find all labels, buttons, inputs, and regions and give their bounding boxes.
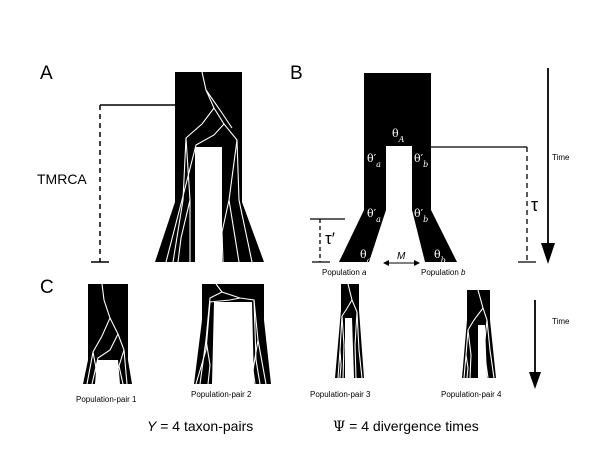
panel-b-label: B <box>290 63 303 84</box>
taxon-pairs-summary: Y = 4 taxon-pairs <box>147 418 253 434</box>
time-arrow-c-head <box>529 372 541 389</box>
theta-b-label: θb <box>434 248 446 265</box>
population-pair-4-tree <box>462 289 496 379</box>
migration-arrowhead-right <box>414 260 420 266</box>
divergence-times-summary: Ψ = 4 divergence times <box>333 418 479 435</box>
population-pair-2-tree <box>194 283 271 385</box>
time-label-b: Time <box>552 153 570 162</box>
time-label-c: Time <box>552 317 570 326</box>
theta-ancestral-label: θA <box>392 127 405 144</box>
panel-b: B θA θ′a θ′b θ′a θ′b θa θb M Population … <box>290 63 570 277</box>
population-pair-1-label: Population-pair 1 <box>76 395 137 404</box>
panel-c-label: C <box>40 277 54 298</box>
population-pair-4-label: Population-pair 4 <box>441 390 502 399</box>
panel-b-species-tree <box>339 73 457 262</box>
population-pair-3-label: Population-pair 3 <box>310 390 371 399</box>
population-pair-1-tree <box>83 283 132 385</box>
population-pair-3-tree <box>335 283 364 379</box>
theta-prime-a-upper: θ′a <box>367 152 381 169</box>
theta-prime-b-lower: θ′b <box>414 207 428 224</box>
footer: Y = 4 taxon-pairs Ψ = 4 divergence times <box>147 418 479 435</box>
tmrca-label: TMRCA <box>37 171 87 187</box>
migration-label: M <box>397 251 406 262</box>
panel-a-label: A <box>40 63 53 84</box>
theta-a-label: θa <box>360 248 372 265</box>
population-a-label: Population a <box>322 268 367 277</box>
theta-prime-a-lower: θ′a <box>367 207 381 224</box>
migration-arrowhead-left <box>383 260 389 266</box>
population-b-label: Population b <box>421 268 466 277</box>
population-pair-2-label: Population-pair 2 <box>191 390 252 399</box>
panel-a-species-tree <box>155 72 264 262</box>
panel-a: A TMRCA <box>37 63 264 263</box>
tau-prime-label: τ′ <box>325 229 335 248</box>
tau-label: τ <box>531 195 538 215</box>
panel-c: C Population-pair 1 Population-pair 2 <box>40 277 570 404</box>
theta-prime-b-upper: θ′b <box>414 152 428 169</box>
panel-a-gene-tree <box>165 71 253 263</box>
time-arrow-b-head <box>541 243 555 264</box>
